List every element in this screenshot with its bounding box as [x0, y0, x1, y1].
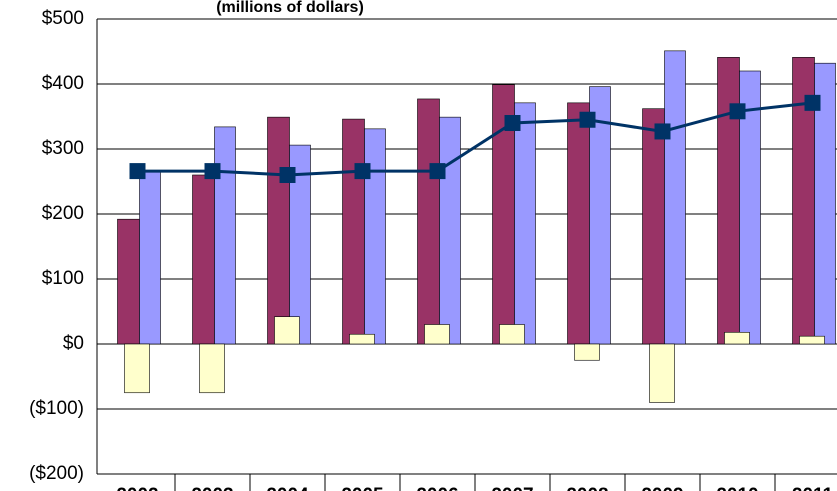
y-tick-label: $100: [42, 268, 84, 289]
x-tick-label: 2005: [341, 485, 384, 491]
bar: [574, 343, 600, 361]
bar: [267, 116, 290, 345]
line: [137, 101, 813, 177]
chart-title: (millions of dollars): [216, 0, 364, 16]
bar: [289, 144, 311, 345]
x-tick-label: 2006: [416, 485, 458, 491]
bar: [724, 331, 750, 345]
x-tick-label: 2004: [266, 485, 309, 491]
x-tick-label: 2009: [641, 485, 683, 491]
line-marker: [579, 111, 596, 128]
bar: [499, 324, 525, 345]
line-marker: [354, 163, 371, 180]
line-marker: [129, 163, 146, 180]
bar: [514, 102, 536, 345]
y-tick-label: $0: [63, 333, 84, 354]
y-tick-label: ($200): [29, 463, 84, 484]
line-marker: [729, 103, 746, 120]
bar: [417, 98, 440, 345]
bar: [814, 62, 836, 345]
bar: [192, 174, 215, 345]
bar: [567, 102, 590, 345]
line-marker: [279, 167, 296, 183]
line-marker: [204, 163, 221, 180]
x-tick-label: 2003: [191, 485, 233, 491]
line-marker: [804, 94, 821, 111]
bar: [364, 128, 386, 345]
bar: [349, 333, 375, 345]
bar: [664, 50, 686, 345]
bar: [799, 335, 825, 345]
bar: [424, 324, 450, 345]
bar: [589, 86, 611, 345]
line-marker: [654, 123, 671, 140]
y-tick-label: ($100): [29, 398, 84, 419]
bar: [717, 57, 740, 345]
bar: [739, 70, 761, 345]
line-marker: [429, 163, 446, 180]
x-tick-label: 2002: [116, 485, 158, 491]
y-tick-label: $200: [42, 203, 84, 224]
x-tick-label: 2008: [566, 485, 608, 491]
bar: [649, 343, 675, 403]
y-tick-label: $300: [42, 138, 84, 159]
bar: [117, 218, 140, 345]
y-tick-label: $500: [42, 8, 84, 29]
bar: [439, 116, 461, 345]
bar: [124, 343, 150, 394]
bar: [274, 316, 300, 345]
y-tick-label: $400: [42, 73, 84, 94]
bar: [342, 118, 365, 345]
bar: [214, 126, 236, 345]
bar: [642, 108, 665, 345]
x-tick-label: 2007: [491, 485, 533, 491]
x-tick-label: 2010: [716, 485, 758, 491]
line-marker: [504, 115, 521, 131]
bar: [139, 170, 161, 345]
bar: [199, 343, 225, 394]
x-tick-label: 2011: [792, 485, 834, 491]
